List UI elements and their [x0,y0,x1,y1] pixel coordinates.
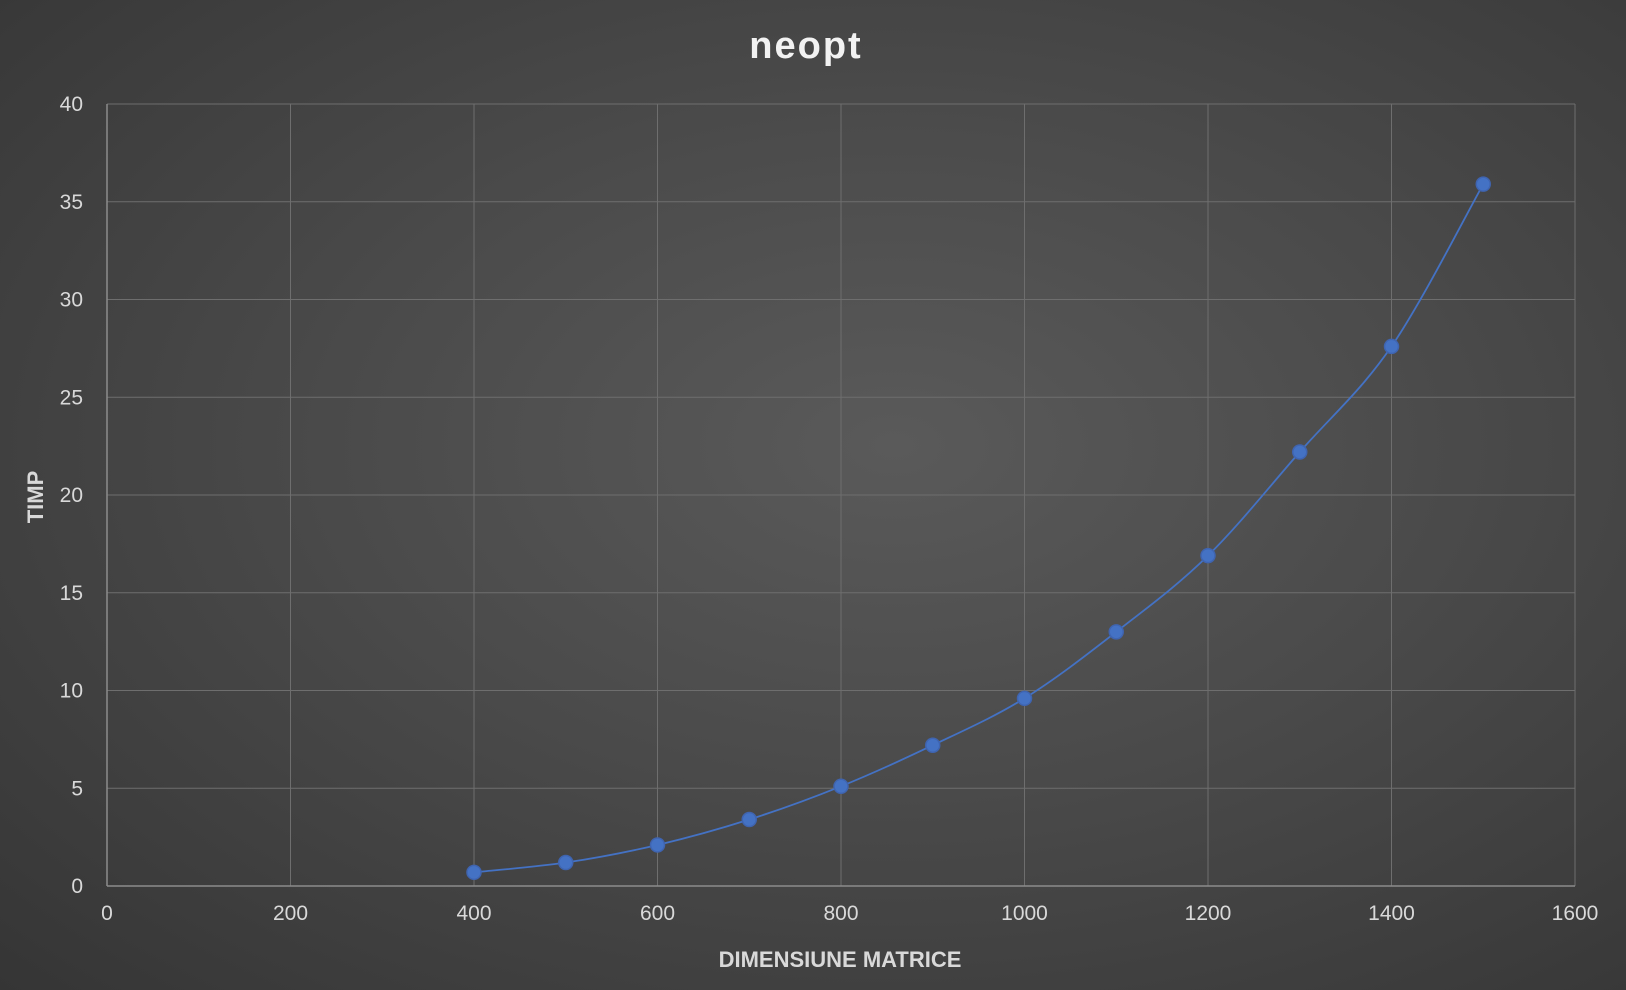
y-tick-label: 35 [60,191,83,214]
data-point [1383,338,1400,355]
x-tick-label: 1200 [1185,902,1232,925]
tick-labels: 0 200 400 600 800 1000 1200 1400 1600 0 5 10 15 20 25 3… [60,93,1599,925]
data-point [558,854,574,871]
series-line [473,183,1485,874]
x-tick-label: 0 [101,902,113,925]
x-tick-label: 1400 [1368,902,1415,925]
x-axis-title: DIMENSIUNE MATRICE [719,947,962,972]
data-point [925,737,941,753]
data-point [1108,624,1124,640]
data-point [466,864,482,881]
y-tick-label: 15 [60,582,83,605]
x-tick-label: 200 [273,902,308,925]
series [466,176,1491,881]
x-tick-label: 800 [823,902,858,925]
data-point [741,811,757,828]
data-point [649,837,666,853]
x-tick-label: 1000 [1001,902,1048,925]
y-tick-label: 20 [60,484,83,507]
gridlines [107,103,1576,886]
data-point [1016,690,1033,707]
y-tick-label: 25 [60,386,83,409]
data-point [1200,547,1216,564]
data-point [1292,444,1308,460]
x-tick-label: 600 [640,902,675,925]
y-tick-label: 5 [71,777,83,800]
chart-title: neopt [749,25,862,67]
y-axis-title: TIMP [23,471,48,524]
y-tick-label: 10 [60,680,83,703]
axes [106,104,1575,887]
data-point [833,778,849,795]
data-point [1475,176,1491,192]
y-tick-label: 30 [60,289,83,312]
x-tick-label: 400 [456,902,491,925]
y-tick-label: 40 [60,93,83,116]
x-tick-label: 1600 [1552,902,1599,925]
y-tick-label: 0 [71,875,83,898]
